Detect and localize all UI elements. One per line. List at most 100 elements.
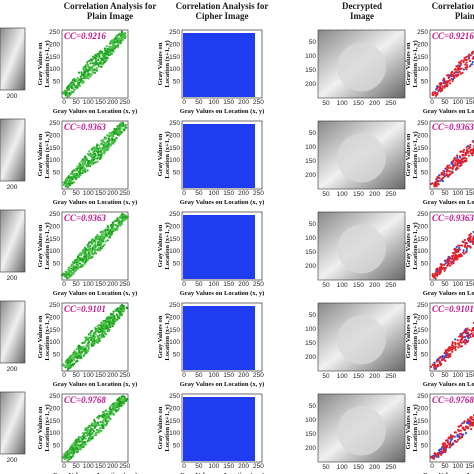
scatter-dot	[458, 156, 462, 159]
scatter-dot	[97, 56, 100, 59]
scatter-dot	[443, 446, 446, 449]
scatter-dot	[471, 51, 474, 55]
scatter-dot	[464, 66, 467, 69]
y-tick-label: 50	[173, 170, 181, 177]
scatter-dot	[104, 142, 107, 145]
scatter-dot	[466, 418, 470, 421]
scatter-dot	[99, 231, 102, 234]
scatter-dot	[119, 222, 122, 225]
x-tick-label: 200	[369, 191, 380, 198]
y-tick-label: 50	[309, 312, 317, 319]
scatter-dot	[70, 267, 73, 270]
scatter-dot	[62, 364, 65, 367]
scatter-dot	[464, 432, 468, 435]
y-tick-label: 200	[417, 314, 428, 321]
scatter-dot	[458, 70, 461, 74]
x-tick-label: 200	[238, 281, 249, 288]
y-tick-label: 100	[169, 339, 180, 346]
scatter-dot	[106, 140, 109, 143]
scatter-dot	[87, 333, 90, 336]
scatter-dot	[452, 261, 455, 265]
scatter-dot	[92, 68, 96, 71]
scatter-dot	[65, 93, 68, 96]
scatter-dot	[122, 398, 125, 401]
scatter-dot	[435, 274, 439, 277]
scatter-dot	[62, 273, 66, 276]
y-tick-label: 100	[305, 144, 316, 151]
x-tick-label: 0	[430, 99, 434, 106]
scatter-dot	[83, 163, 86, 166]
y-tick-label: 50	[173, 261, 181, 268]
scatter-dot	[109, 318, 112, 322]
scatter-dot	[90, 437, 93, 440]
scatter-dot	[119, 400, 122, 403]
scatter-dot	[438, 272, 441, 276]
scatter-dot	[65, 91, 68, 94]
scatter-dot	[436, 179, 440, 183]
scatter-cloud	[183, 33, 255, 97]
scatter-dot	[64, 451, 68, 454]
x-tick-label: 50	[322, 282, 330, 289]
scatter-dot	[66, 359, 69, 362]
scatter-dot	[75, 447, 78, 450]
scatter-dot	[104, 51, 107, 55]
scatter-cloud	[183, 397, 255, 461]
y-tick-label: 100	[305, 417, 316, 424]
y-tick-label: 250	[49, 211, 60, 218]
scatter-dot	[460, 344, 463, 348]
scatter-dot	[90, 343, 93, 346]
scatter-dot	[112, 322, 115, 325]
scatter-dot	[448, 164, 451, 167]
y-tick-label: 200	[305, 263, 316, 270]
face	[337, 224, 386, 274]
y-tick-label: 200	[169, 314, 180, 321]
scatter-dot	[467, 144, 470, 148]
x-axis-label: Gray Values on Location (x, y)	[53, 381, 138, 388]
scatter-dot	[75, 258, 78, 261]
scatter-dot	[459, 424, 463, 427]
scatter-dot	[464, 425, 468, 428]
scatter-dot	[87, 248, 90, 251]
scatter-dot	[71, 173, 74, 176]
scatter-dot	[91, 154, 94, 157]
scatter-dot	[83, 253, 86, 256]
y-tick-label: 200	[169, 223, 180, 230]
scatter-dot	[110, 132, 114, 135]
scatter-dot	[114, 224, 118, 227]
scatter-dot	[89, 425, 92, 428]
scatter-dot	[433, 91, 437, 94]
scatter-dot	[438, 271, 441, 274]
scatter-dot	[468, 59, 472, 63]
scatter-dot	[99, 150, 102, 153]
scatter-dot	[111, 403, 115, 406]
scatter-dot	[110, 320, 113, 323]
scatter-dot	[471, 424, 474, 427]
x-axis-label: Gray Values on Location (x, y)	[423, 199, 474, 206]
scatter-dot	[438, 361, 441, 365]
scatter-dot	[76, 450, 80, 453]
scatter-dot	[447, 76, 450, 79]
scatter-dot	[113, 45, 116, 48]
scatter-dot	[68, 92, 71, 95]
scatter-dot	[462, 61, 465, 64]
scatter-dot	[67, 273, 70, 276]
scatter-dot	[91, 338, 94, 341]
plot-frame	[181, 211, 263, 281]
scatter-dot	[467, 239, 470, 243]
y-tick-label: 100	[49, 339, 60, 346]
scatter-dot	[453, 341, 457, 345]
y-tick-label: 50	[421, 352, 429, 359]
scatter-dot	[71, 170, 74, 173]
scatter-dot	[96, 147, 99, 150]
scatter-dot	[450, 346, 453, 349]
scatter-dot	[469, 143, 472, 146]
scatter-dot	[84, 160, 87, 163]
y-axis-label: Gray Values on	[405, 42, 412, 85]
scatter-dot	[94, 241, 97, 244]
x-tick-label: 150	[353, 191, 364, 198]
scatter-dot	[467, 154, 470, 157]
scatter-dot	[79, 167, 83, 170]
scatter-dot	[445, 80, 448, 83]
scatter-dot	[121, 38, 124, 42]
scatter-dot	[91, 62, 95, 65]
